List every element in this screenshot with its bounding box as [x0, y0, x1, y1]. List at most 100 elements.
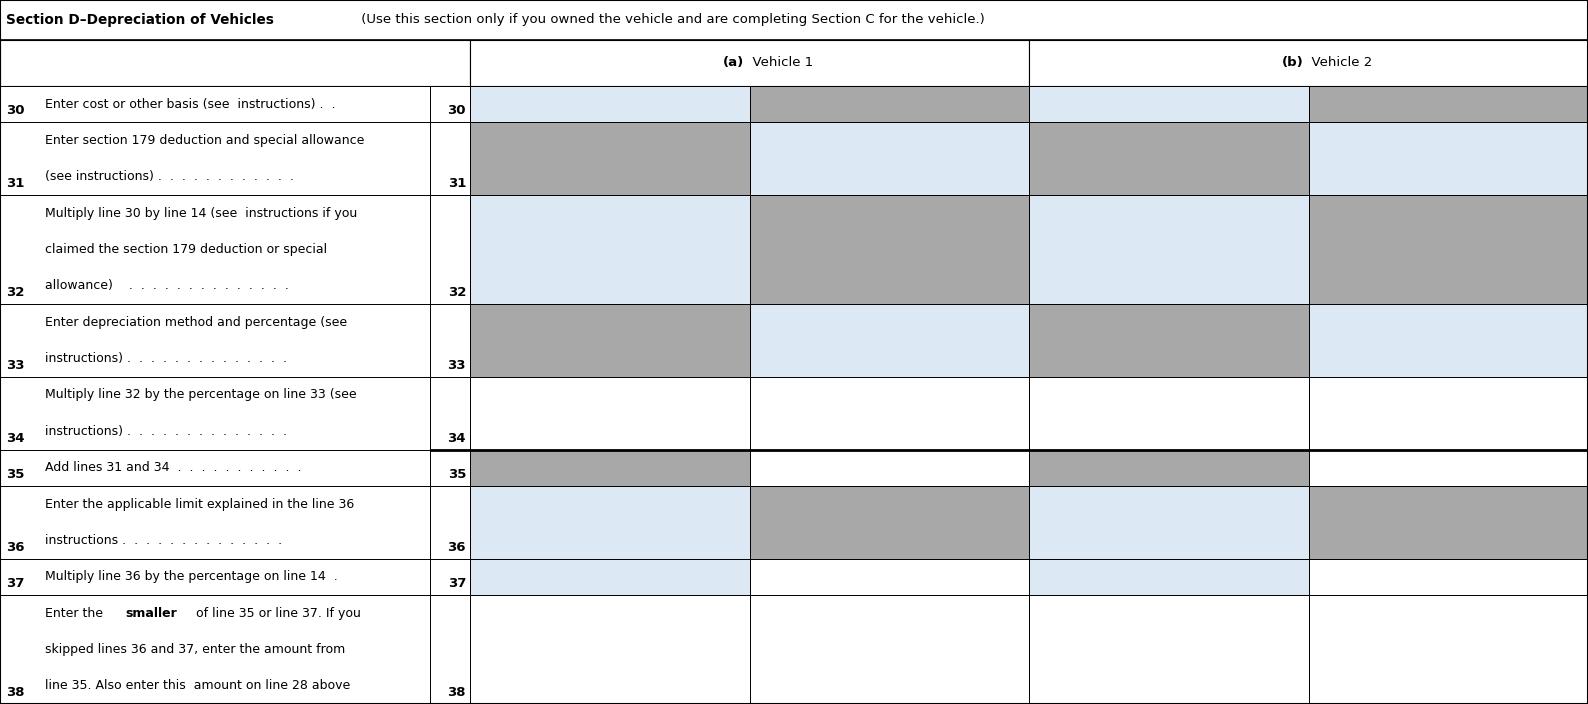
Text: (a): (a): [723, 56, 745, 70]
Text: 35: 35: [6, 468, 24, 481]
Bar: [0, 595, 430, 704]
Text: 33: 33: [6, 359, 24, 372]
Text: Enter depreciation method and percentage (see: Enter depreciation method and percentage…: [44, 316, 348, 329]
Bar: [1029, 377, 1309, 450]
Text: instructions .  .  .  .  .  .  .  .  .  .  .  .  .  .: instructions . . . . . . . . . . . . . .: [44, 534, 283, 547]
Bar: [430, 450, 470, 486]
Text: 37: 37: [6, 577, 24, 590]
Text: 37: 37: [448, 577, 465, 590]
Bar: [430, 304, 470, 377]
Bar: [0, 450, 430, 486]
Bar: [750, 450, 1029, 486]
Bar: [430, 558, 470, 595]
Bar: [470, 195, 750, 304]
Bar: [470, 122, 750, 195]
Bar: [1029, 86, 1309, 122]
Bar: [430, 122, 470, 195]
Bar: [1029, 450, 1309, 486]
Text: Enter cost or other basis (see  instructions) .  .: Enter cost or other basis (see instructi…: [44, 98, 335, 111]
Bar: [470, 558, 750, 595]
Bar: [470, 377, 750, 450]
Bar: [0, 40, 470, 86]
Bar: [750, 86, 1029, 122]
Bar: [470, 595, 750, 704]
Bar: [1029, 122, 1309, 195]
Text: 31: 31: [6, 177, 24, 190]
Bar: [1309, 377, 1588, 450]
Bar: [0, 486, 430, 558]
Bar: [430, 486, 470, 558]
Bar: [1309, 450, 1588, 486]
Text: Enter the applicable limit explained in the line 36: Enter the applicable limit explained in …: [44, 498, 354, 510]
Text: 30: 30: [6, 104, 24, 118]
Text: skipped lines 36 and 37, enter the amount from: skipped lines 36 and 37, enter the amoun…: [44, 643, 345, 656]
Text: Multiply line 32 by the percentage on line 33 (see: Multiply line 32 by the percentage on li…: [44, 389, 357, 401]
Text: claimed the section 179 deduction or special: claimed the section 179 deduction or spe…: [44, 243, 327, 256]
Text: Multiply line 30 by line 14 (see  instructions if you: Multiply line 30 by line 14 (see instruc…: [44, 207, 357, 220]
Text: (see instructions) .  .  .  .  .  .  .  .  .  .  .  .: (see instructions) . . . . . . . . . . .…: [44, 170, 294, 183]
Text: 35: 35: [448, 468, 465, 481]
Bar: [470, 40, 1029, 86]
Bar: [0, 122, 430, 195]
Bar: [750, 195, 1029, 304]
Bar: [1029, 595, 1309, 704]
Bar: [470, 450, 750, 486]
Bar: [1309, 558, 1588, 595]
Bar: [0, 377, 430, 450]
Bar: [1309, 595, 1588, 704]
Text: 33: 33: [448, 359, 465, 372]
Text: instructions) .  .  .  .  .  .  .  .  .  .  .  .  .  .: instructions) . . . . . . . . . . . . . …: [44, 352, 287, 365]
Bar: [470, 486, 750, 558]
Text: (b): (b): [1282, 56, 1304, 70]
Text: instructions) .  .  .  .  .  .  .  .  .  .  .  .  .  .: instructions) . . . . . . . . . . . . . …: [44, 425, 287, 438]
Text: Section D–Depreciation of Vehicles: Section D–Depreciation of Vehicles: [6, 13, 273, 27]
Text: 32: 32: [6, 286, 24, 299]
Bar: [430, 377, 470, 450]
Bar: [1309, 304, 1588, 377]
Bar: [1309, 122, 1588, 195]
Text: (Use this section only if you owned the vehicle and are completing Section C for: (Use this section only if you owned the …: [357, 13, 985, 27]
Text: allowance)    .  .  .  .  .  .  .  .  .  .  .  .  .  .: allowance) . . . . . . . . . . . . . .: [44, 279, 289, 292]
Text: line 35. Also enter this  amount on line 28 above: line 35. Also enter this amount on line …: [44, 679, 351, 692]
Bar: [470, 304, 750, 377]
Bar: [470, 86, 750, 122]
Bar: [1029, 40, 1588, 86]
Text: of line 35 or line 37. If you: of line 35 or line 37. If you: [192, 607, 360, 620]
Bar: [1309, 486, 1588, 558]
Bar: [0, 86, 430, 122]
Bar: [1029, 558, 1309, 595]
Bar: [750, 558, 1029, 595]
Bar: [0, 0, 1588, 40]
Text: 36: 36: [448, 541, 465, 553]
Text: 38: 38: [6, 686, 24, 699]
Text: 34: 34: [6, 432, 24, 444]
Bar: [0, 304, 430, 377]
Bar: [1309, 195, 1588, 304]
Text: Enter the: Enter the: [44, 607, 106, 620]
Text: 36: 36: [6, 541, 24, 553]
Bar: [750, 486, 1029, 558]
Bar: [1029, 486, 1309, 558]
Bar: [1029, 304, 1309, 377]
Bar: [430, 195, 470, 304]
Bar: [750, 122, 1029, 195]
Text: 30: 30: [448, 104, 465, 118]
Text: smaller: smaller: [125, 607, 176, 620]
Text: Vehicle 2: Vehicle 2: [1304, 56, 1372, 70]
Text: Vehicle 1: Vehicle 1: [745, 56, 813, 70]
Bar: [750, 377, 1029, 450]
Text: 31: 31: [448, 177, 465, 190]
Text: Enter section 179 deduction and special allowance: Enter section 179 deduction and special …: [44, 134, 364, 147]
Bar: [0, 195, 430, 304]
Bar: [430, 595, 470, 704]
Bar: [750, 304, 1029, 377]
Text: Multiply line 36 by the percentage on line 14  .: Multiply line 36 by the percentage on li…: [44, 570, 338, 584]
Text: 32: 32: [448, 286, 465, 299]
Bar: [750, 595, 1029, 704]
Bar: [0, 558, 430, 595]
Text: Add lines 31 and 34  .  .  .  .  .  .  .  .  .  .  .: Add lines 31 and 34 . . . . . . . . . . …: [44, 461, 302, 474]
Bar: [1309, 86, 1588, 122]
Bar: [1029, 195, 1309, 304]
Text: 38: 38: [448, 686, 465, 699]
Bar: [430, 86, 470, 122]
